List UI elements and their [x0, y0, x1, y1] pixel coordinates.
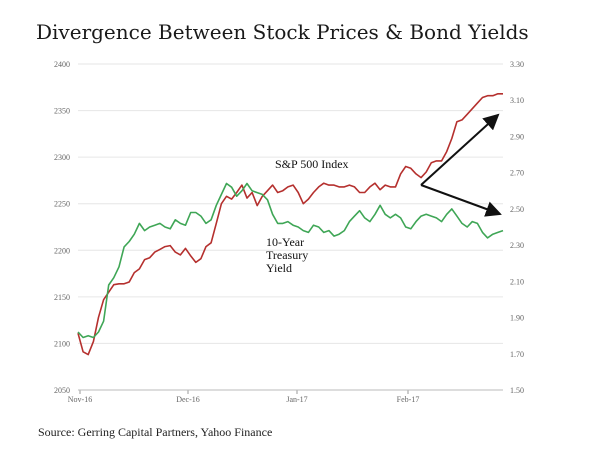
- left-tick-label: 2100: [54, 339, 70, 348]
- left-tick-label: 2350: [54, 107, 70, 116]
- left-tick-label: 2150: [54, 293, 70, 302]
- left-tick-label: 2200: [54, 246, 70, 255]
- right-tick-label: 2.50: [510, 205, 524, 214]
- x-tick-label: Feb-17: [397, 395, 420, 404]
- sp500-line: [77, 93, 503, 356]
- left-tick-label: 2050: [54, 386, 70, 395]
- x-tick-label: Dec-16: [176, 395, 200, 404]
- right-tick-label: 1.70: [510, 350, 524, 359]
- sp500-label: S&P 500 Index: [275, 157, 349, 171]
- right-tick-label: 1.50: [510, 386, 524, 395]
- x-tick-label: Nov-16: [68, 395, 92, 404]
- right-tick-label: 1.90: [510, 314, 524, 323]
- right-tick-label: 2.70: [510, 169, 524, 178]
- treasury-yield-label-line: 10-Year: [266, 235, 304, 249]
- treasury-yield-label-line: Yield: [266, 261, 292, 275]
- treasury-yield-label-line: Treasury: [266, 248, 308, 262]
- right-tick-label: 2.90: [510, 132, 524, 141]
- right-tick-label: 3.10: [510, 96, 524, 105]
- left-tick-label: 2400: [54, 60, 70, 69]
- right-tick-label: 2.10: [510, 277, 524, 286]
- down-arrow: [420, 184, 502, 217]
- right-tick-label: 2.30: [510, 241, 524, 250]
- left-tick-label: 2250: [54, 200, 70, 209]
- chart-title: Divergence Between Stock Prices & Bond Y…: [36, 20, 529, 44]
- left-tick-label: 2300: [54, 153, 70, 162]
- x-tick-label: Jan-17: [286, 395, 307, 404]
- treasury-yield-line: [77, 182, 504, 339]
- right-tick-label: 3.30: [510, 60, 524, 69]
- up-arrow: [420, 113, 500, 186]
- source-note: Source: Gerring Capital Partners, Yahoo …: [38, 425, 273, 439]
